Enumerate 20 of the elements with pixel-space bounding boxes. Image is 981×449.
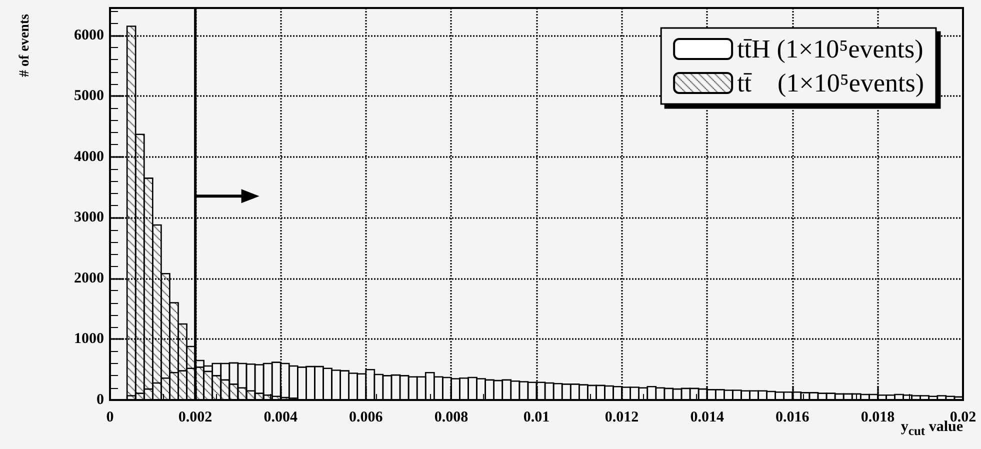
x-tick-label: 0.016 (776, 410, 810, 426)
y-axis-title: # of events (18, 13, 32, 77)
x-tick-label: 0.012 (604, 410, 639, 426)
legend-label: tt̄ (1×10⁵events) (737, 68, 924, 98)
y-tick-label: 4000 (74, 148, 104, 165)
x-tick-label: 0.014 (690, 410, 724, 426)
x-tick-label: 0.01 (523, 410, 550, 426)
y-tick-label: 2000 (74, 270, 104, 286)
x-tick-label: 0.008 (434, 410, 468, 426)
x-tick-label: 0.002 (178, 410, 212, 426)
x-tick-label: 0.004 (264, 410, 298, 426)
y-tick-label: 6000 (74, 27, 104, 44)
y-tick-label: 3000 (74, 210, 104, 226)
x-tick-label: 0 (106, 410, 114, 426)
y-tick-label: 0 (96, 392, 104, 408)
legend-label: tt̄H (1×10⁵events) (737, 34, 924, 64)
y-tick-label: 1000 (74, 331, 104, 348)
x-tick-label: 0.018 (860, 410, 895, 426)
x-tick-label: 0.006 (349, 410, 384, 426)
y-tick-label: 5000 (74, 88, 104, 104)
